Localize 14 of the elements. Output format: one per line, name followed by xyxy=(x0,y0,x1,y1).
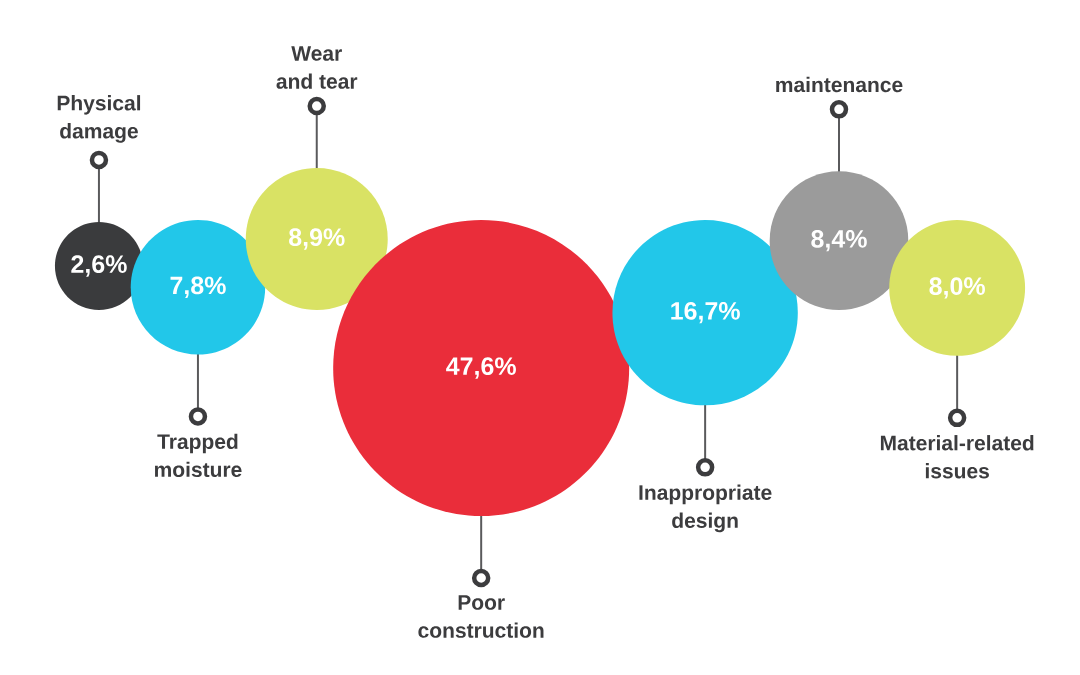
category-label: maintenance xyxy=(776,76,903,93)
category-label: Poor construction xyxy=(418,595,544,638)
data-label: 47,6% xyxy=(446,357,516,379)
data-label: 2,6% xyxy=(71,255,127,277)
category-label: Trapped moisture xyxy=(154,433,242,478)
category-label: Inappropriate design xyxy=(639,484,772,533)
category-label: Wear and tear xyxy=(276,46,358,89)
category-label: Material-related issues xyxy=(880,435,1034,479)
category-label: Physical damage xyxy=(57,95,141,143)
data-label: 8,4% xyxy=(811,230,867,252)
data-label: 8,9% xyxy=(289,228,345,250)
data-label: 16,7% xyxy=(671,302,740,324)
data-label: 8,0% xyxy=(929,277,985,299)
data-label: 7,8% xyxy=(170,276,226,298)
